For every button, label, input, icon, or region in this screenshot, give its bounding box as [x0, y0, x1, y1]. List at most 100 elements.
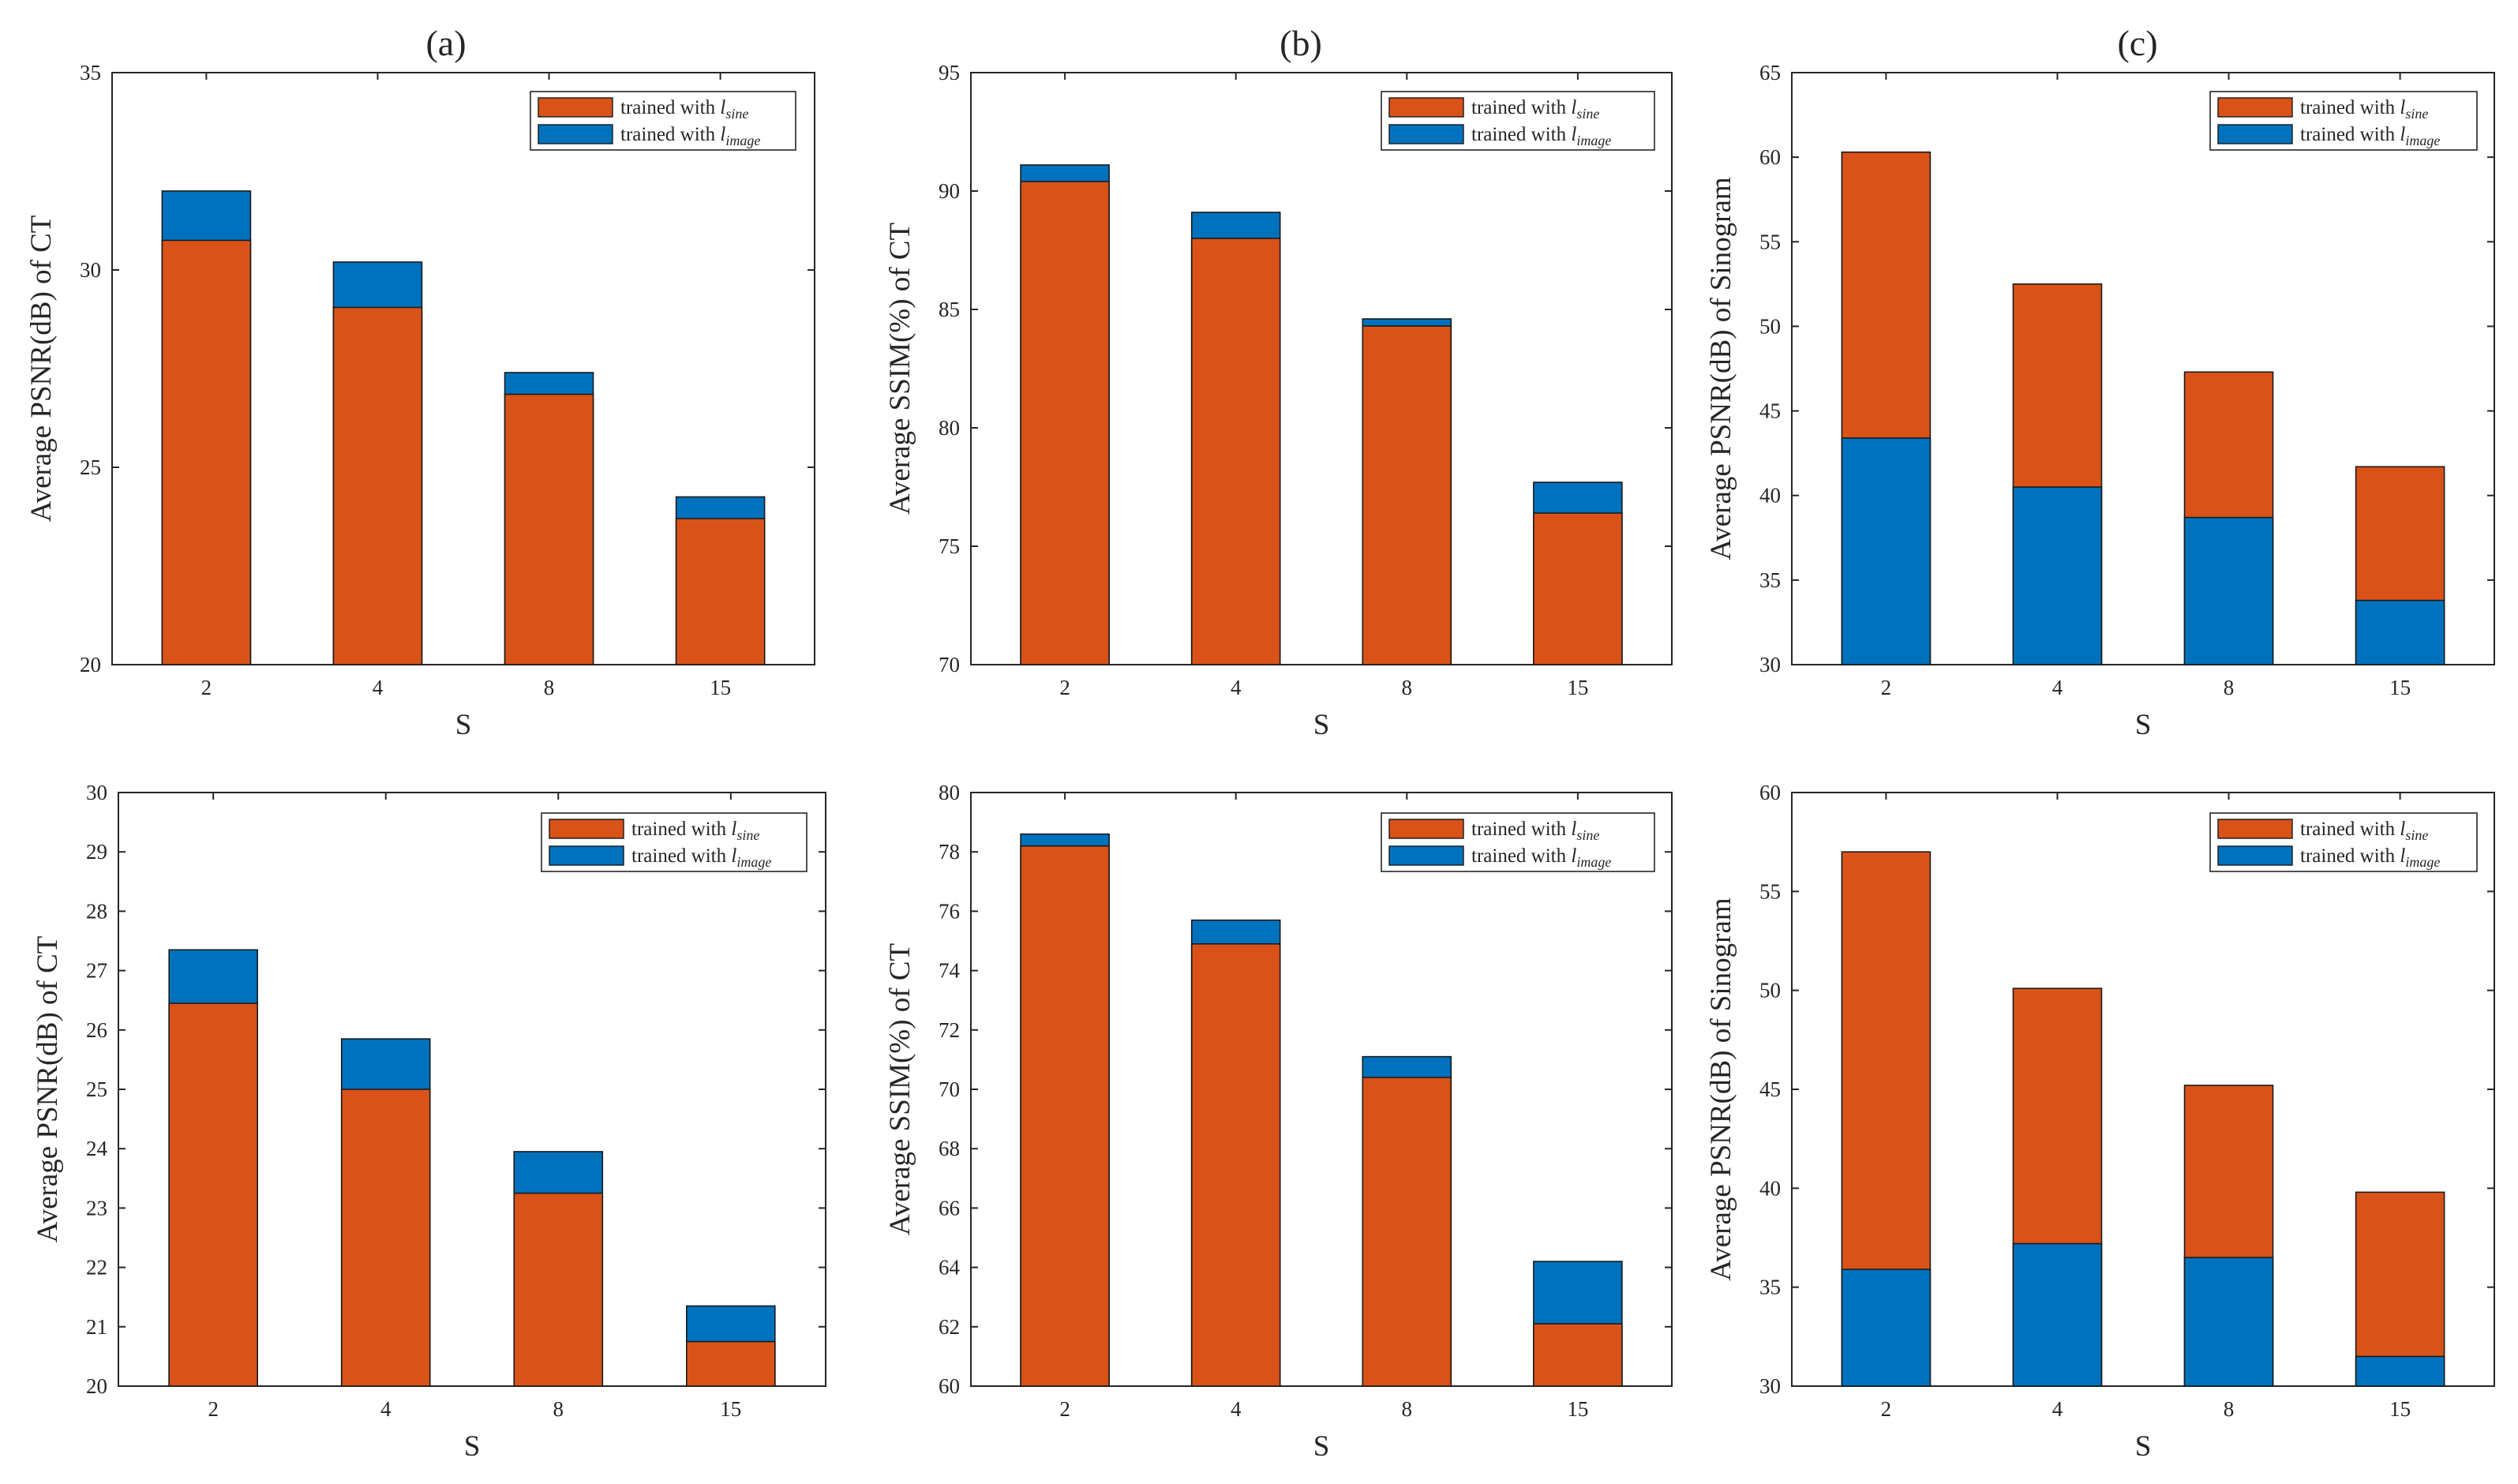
chart-1: 20 25 30 35 2 4 8 15 S Average PSNR(dB) of CT trai… — [25, 61, 815, 741]
chart-2: 70 75 80 85 90 95 2 4 8 15 S Average SSIM(%) of CT t… — [884, 61, 1673, 741]
chart-3: 30 35 40 45 50 55 60 65 2 4 8 15 S Average PSNR(dB) o… — [1705, 61, 2495, 741]
y-tick-label: 76 — [939, 899, 960, 923]
x-axis-label: S — [2135, 709, 2152, 741]
y-tick-label: 40 — [1759, 1176, 1781, 1200]
y-tick-label: 74 — [939, 959, 961, 983]
y-tick-label: 30 — [80, 258, 101, 282]
y-tick-label: 45 — [1759, 1077, 1781, 1101]
x-axis-label: S — [455, 709, 472, 741]
y-tick-label: 72 — [939, 1018, 960, 1042]
y-axis-label: Average SSIM(%) of CT — [884, 943, 916, 1235]
y-tick-label: 90 — [939, 179, 960, 203]
legend-swatch-sine — [1388, 819, 1464, 839]
x-tick-label: 4 — [2052, 676, 2063, 699]
legend-swatch-sine — [1388, 97, 1464, 118]
bar-sine-8 — [513, 1192, 604, 1387]
legend-label-image: trained with limage — [2300, 124, 2440, 148]
bar-sine-15 — [675, 518, 766, 665]
bar-image-2 — [1841, 437, 1932, 665]
y-tick-label: 68 — [939, 1137, 960, 1160]
bar-sine-8 — [1362, 1077, 1452, 1387]
x-tick-label: 8 — [2224, 1397, 2235, 1421]
y-tick-label: 78 — [939, 840, 960, 864]
x-tick-label: 2 — [1059, 1397, 1070, 1421]
y-tick-label: 80 — [939, 416, 960, 440]
y-tick-label: 35 — [1759, 1276, 1781, 1299]
legend-label-image: trained with limage — [1471, 845, 1611, 870]
y-tick-label: 55 — [1759, 230, 1781, 253]
y-tick-label: 80 — [939, 781, 960, 804]
x-tick-label: 15 — [1567, 1397, 1588, 1421]
y-tick-label: 62 — [939, 1315, 960, 1339]
y-tick-label: 60 — [1759, 145, 1781, 169]
bar-sine-4 — [1190, 942, 1281, 1387]
x-axis-label: S — [2135, 1430, 2152, 1463]
bar-sine-4 — [1190, 238, 1281, 665]
bar-sine-2 — [1020, 181, 1110, 665]
y-tick-label: 40 — [1759, 484, 1781, 508]
legend-label-sine: trained with lsine — [620, 97, 748, 122]
bar-sine-2 — [1020, 845, 1110, 1387]
y-axis-label: Average SSIM(%) of CT — [884, 223, 916, 515]
legend-swatch-image — [549, 845, 624, 866]
y-tick-label: 66 — [939, 1196, 960, 1220]
x-tick-label: 4 — [373, 676, 384, 699]
legend-swatch-sine — [549, 819, 624, 839]
legend-swatch-image — [1388, 124, 1464, 144]
legend-label-sine: trained with lsine — [1471, 819, 1599, 843]
x-tick-label: 2 — [208, 1397, 219, 1421]
y-tick-label: 23 — [86, 1196, 107, 1220]
x-tick-label: 2 — [1881, 676, 1892, 699]
y-axis-label: Average PSNR(dB) of CT — [25, 215, 58, 523]
x-axis-label: S — [1313, 1430, 1330, 1463]
y-tick-label: 70 — [939, 653, 960, 676]
y-tick-label: 30 — [86, 781, 107, 804]
y-tick-label: 70 — [939, 1077, 960, 1101]
y-tick-label: 26 — [86, 1018, 107, 1042]
x-tick-label: 2 — [1059, 676, 1070, 699]
y-tick-label: 25 — [80, 455, 101, 479]
x-axis-label: S — [464, 1430, 481, 1463]
legend-swatch-image — [2217, 124, 2293, 144]
panel-title-b: (b) — [1280, 23, 1322, 63]
y-tick-label: 50 — [1759, 979, 1781, 1002]
y-tick-label: 45 — [1759, 399, 1781, 423]
axes-frame — [1791, 72, 2495, 665]
legend-swatch-image — [2217, 845, 2293, 866]
x-tick-label: 4 — [1231, 1397, 1242, 1421]
chart-5: 60 62 64 66 68 70 72 74 76 78 80 2 4 8 15 S Average SSIM… — [884, 781, 1673, 1463]
legend-swatch-image — [538, 124, 613, 144]
x-tick-label: 8 — [1402, 676, 1413, 699]
legend-label-image: trained with limage — [620, 124, 760, 148]
y-tick-label: 60 — [939, 1374, 960, 1398]
legend-label-sine: trained with lsine — [2300, 97, 2428, 122]
y-axis-label: Average PSNR(dB) of Sinogram — [1705, 177, 1737, 560]
x-tick-label: 2 — [1881, 1397, 1892, 1421]
bar-sine-2 — [161, 239, 252, 665]
y-tick-label: 60 — [1759, 781, 1781, 804]
bar-sine-15 — [1533, 512, 1623, 665]
axes-frame — [111, 72, 815, 665]
bar-sine-2 — [168, 1002, 258, 1387]
x-tick-label: 15 — [1567, 676, 1588, 699]
y-tick-label: 75 — [939, 534, 960, 558]
bar-sine-15 — [1533, 1323, 1623, 1387]
y-axis-label: Average PSNR(dB) of Sinogram — [1705, 898, 1737, 1281]
y-tick-label: 25 — [86, 1077, 107, 1101]
y-tick-label: 27 — [86, 959, 107, 983]
legend-swatch-sine — [2217, 97, 2293, 118]
legend-swatch-image — [1388, 845, 1464, 866]
x-tick-label: 8 — [553, 1397, 564, 1421]
axes-frame — [970, 72, 1673, 665]
y-axis-label: Average PSNR(dB) of CT — [32, 936, 64, 1243]
y-tick-label: 20 — [86, 1374, 107, 1398]
x-tick-label: 15 — [2389, 1397, 2411, 1421]
bar-sine-4 — [332, 306, 423, 665]
legend-swatch-sine — [538, 97, 613, 118]
